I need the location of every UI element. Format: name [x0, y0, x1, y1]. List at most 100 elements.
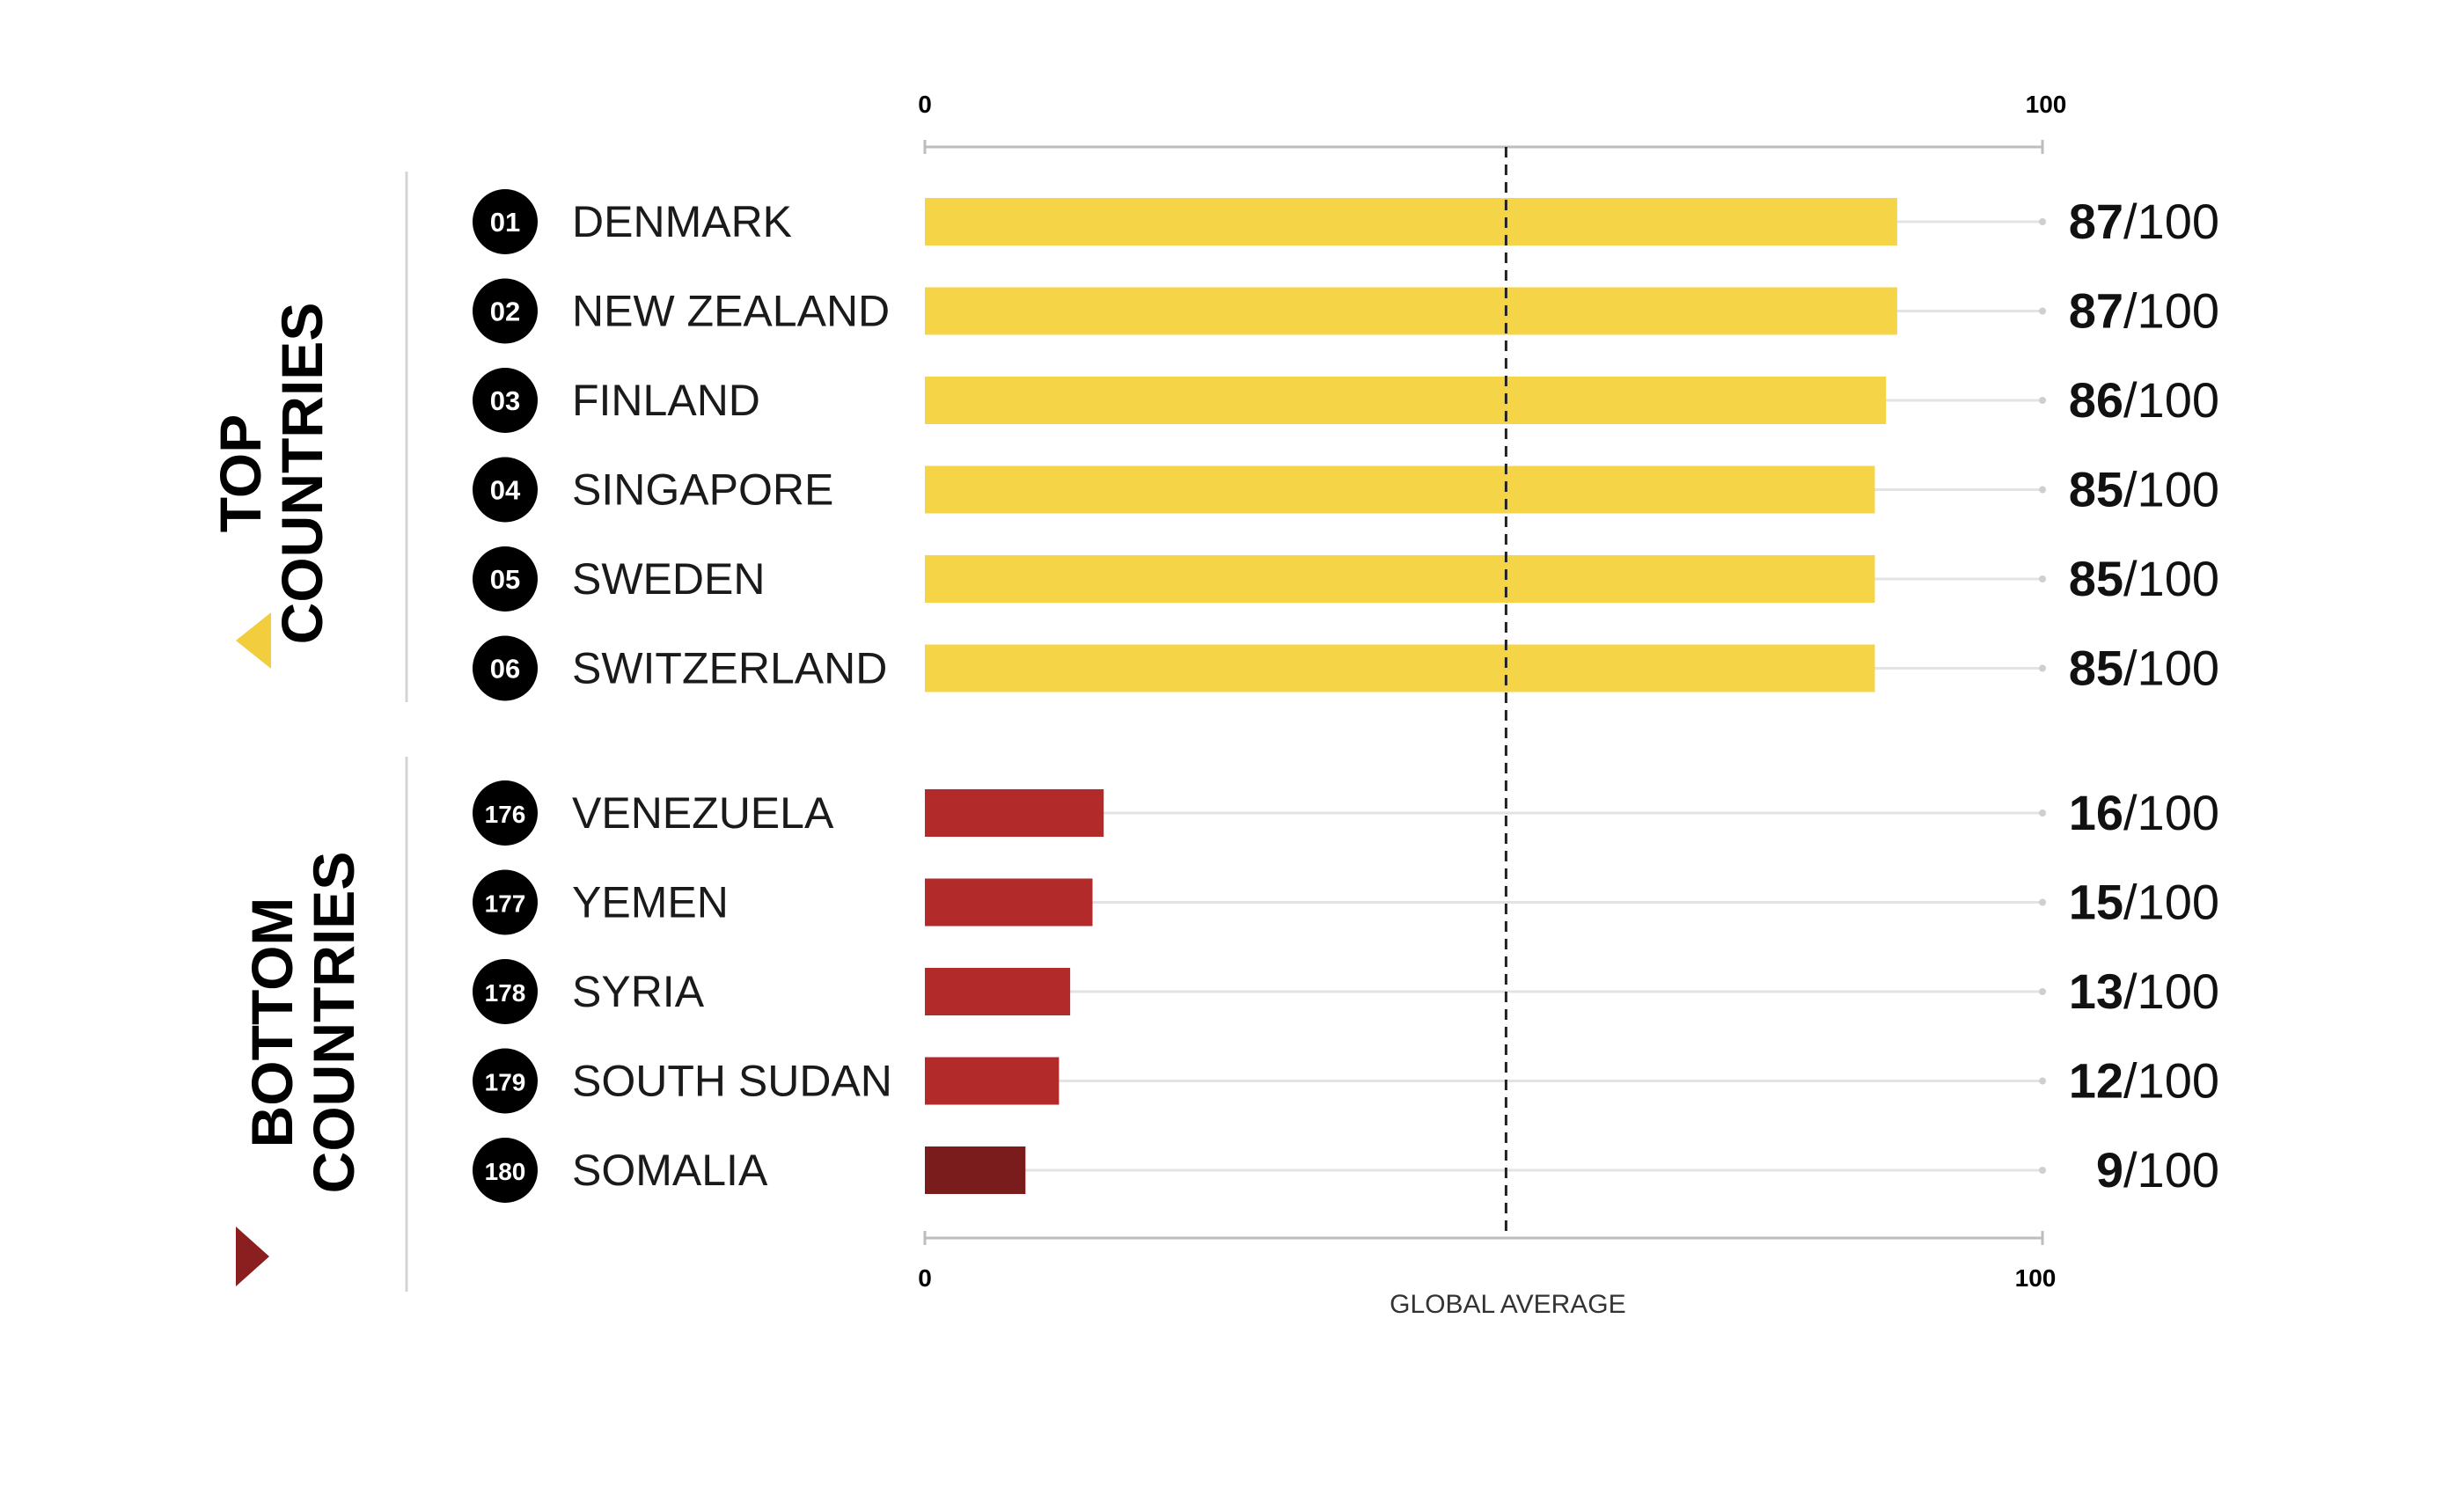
rank-number: 176: [485, 801, 526, 828]
rank-number: 04: [490, 475, 521, 506]
rank-badge: [473, 546, 538, 612]
score-label: 87/100: [2069, 194, 2219, 249]
group-label-line: COUNTRIES: [301, 852, 366, 1194]
top-group-marker-icon: [236, 612, 271, 669]
score-value: 87: [2069, 194, 2123, 249]
top-tick-label: 0: [918, 91, 932, 118]
bar-track-end: [2039, 988, 2046, 995]
bar: [925, 789, 1104, 837]
country-name: SINGAPORE: [572, 465, 833, 515]
bar: [925, 465, 1875, 514]
bar-track-end: [2039, 664, 2046, 672]
score-suffix: /100: [2123, 963, 2219, 1019]
bottom-group-marker-icon: [236, 1227, 269, 1286]
score-value: 13: [2069, 963, 2123, 1019]
bar: [925, 287, 1897, 335]
group-label-line: COUNTRIES: [269, 303, 334, 645]
score-value: 85: [2069, 462, 2123, 517]
group-label: BOTTOMCOUNTRIES: [239, 852, 366, 1194]
rank-number: 05: [490, 564, 520, 595]
bar: [925, 198, 1897, 245]
rank-number: 180: [485, 1158, 526, 1185]
bar: [925, 555, 1875, 603]
score-value: 85: [2069, 551, 2123, 606]
country-name: SWITZERLAND: [572, 644, 887, 693]
country-name: SOUTH SUDAN: [572, 1057, 892, 1106]
bar-track-end: [2039, 575, 2046, 582]
bar: [925, 644, 1875, 692]
group-label-line: TOP: [208, 414, 273, 532]
score-suffix: /100: [2123, 462, 2219, 517]
score-value: 16: [2069, 785, 2123, 840]
score-suffix: /100: [2123, 283, 2219, 339]
rank-badge: [473, 457, 538, 523]
rank-number: 177: [485, 890, 526, 918]
rank-badge: [473, 635, 538, 701]
score-suffix: /100: [2123, 551, 2219, 606]
score-label: 9/100: [2096, 1142, 2219, 1198]
rank-badge: [473, 1048, 538, 1114]
rank-badge: [473, 1138, 538, 1203]
country-name: YEMEN: [572, 878, 729, 927]
top-tick-label: 100: [2026, 91, 2067, 118]
score-suffix: /100: [2123, 1053, 2219, 1109]
score-suffix: /100: [2123, 1142, 2219, 1198]
country-name: FINLAND: [572, 376, 760, 425]
global-average-label: GLOBAL AVERAGE: [1390, 1290, 1625, 1319]
score-label: 86/100: [2069, 372, 2219, 428]
score-label: 87/100: [2069, 283, 2219, 339]
bar-track-end: [2039, 486, 2046, 494]
score-suffix: /100: [2123, 785, 2219, 840]
score-label: 85/100: [2069, 641, 2219, 696]
bar-track-end: [2039, 809, 2046, 817]
group-label: TOPCOUNTRIES: [208, 303, 334, 645]
rank-number: 01: [490, 207, 520, 238]
country-name: SYRIA: [572, 967, 705, 1016]
score-suffix: /100: [2123, 875, 2219, 930]
score-suffix: /100: [2123, 372, 2219, 428]
bar: [925, 1057, 1060, 1105]
score-label: 85/100: [2069, 551, 2219, 606]
rank-number: 178: [485, 979, 526, 1007]
bottom-tick-label: 0: [918, 1264, 932, 1292]
rank-number: 06: [490, 654, 520, 685]
bar: [925, 968, 1071, 1015]
score-value: 12: [2069, 1053, 2123, 1109]
group-label-line: BOTTOM: [239, 897, 304, 1148]
rank-badge: [473, 959, 538, 1024]
rank-badge: [473, 189, 538, 254]
bar-track-end: [2039, 307, 2046, 315]
score-suffix: /100: [2123, 194, 2219, 249]
bar-track-end: [2039, 1077, 2046, 1085]
country-name: VENEZUELA: [572, 788, 834, 838]
score-value: 9: [2096, 1142, 2123, 1198]
country-name: SWEDEN: [572, 554, 765, 604]
bar-track-end: [2039, 898, 2046, 906]
bar-track-end: [2039, 1167, 2046, 1174]
score-label: 15/100: [2069, 875, 2219, 930]
rank-number: 02: [490, 297, 520, 327]
bar: [925, 878, 1093, 927]
score-label: 16/100: [2069, 785, 2219, 840]
bar-track-end: [2039, 397, 2046, 404]
rank-number: 03: [490, 385, 520, 416]
bottom-tick-label: 100: [2015, 1264, 2057, 1292]
score-label: 13/100: [2069, 963, 2219, 1019]
score-value: 15: [2069, 875, 2123, 930]
rank-badge: [473, 278, 538, 344]
rank-badge: [473, 869, 538, 935]
bar: [925, 377, 1887, 424]
score-value: 86: [2069, 372, 2123, 428]
country-name: SOMALIA: [572, 1146, 768, 1195]
score-value: 87: [2069, 283, 2123, 339]
score-label: 12/100: [2069, 1053, 2219, 1109]
country-name: DENMARK: [572, 197, 792, 246]
bar: [925, 1146, 1026, 1194]
score-label: 85/100: [2069, 462, 2219, 517]
rank-number: 179: [485, 1069, 526, 1096]
bar-track-end: [2039, 218, 2046, 225]
score-suffix: /100: [2123, 641, 2219, 696]
rank-badge: [473, 368, 538, 433]
rank-badge: [473, 780, 538, 846]
